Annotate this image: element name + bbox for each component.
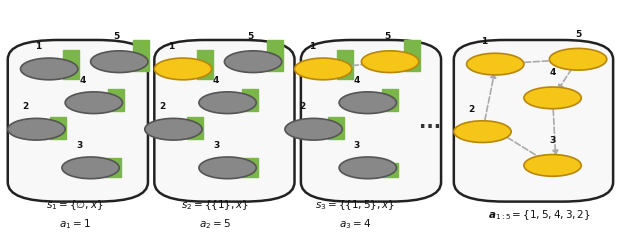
- Circle shape: [8, 118, 65, 140]
- Text: 5: 5: [384, 32, 390, 41]
- FancyBboxPatch shape: [8, 40, 148, 202]
- Text: 1: 1: [481, 37, 487, 46]
- Text: 2: 2: [468, 105, 474, 113]
- Bar: [382, 163, 397, 177]
- Circle shape: [91, 51, 148, 72]
- Bar: [267, 40, 283, 71]
- Circle shape: [199, 157, 256, 179]
- Text: 5: 5: [247, 32, 253, 41]
- Bar: [133, 40, 149, 71]
- Bar: [104, 158, 120, 177]
- Text: 5: 5: [575, 30, 581, 39]
- Text: 3: 3: [550, 136, 556, 145]
- Text: ...: ...: [419, 112, 441, 132]
- Circle shape: [362, 51, 419, 72]
- Text: 3: 3: [353, 141, 360, 150]
- Text: 3: 3: [76, 141, 83, 150]
- Circle shape: [62, 157, 119, 179]
- Bar: [242, 158, 257, 177]
- Circle shape: [339, 157, 396, 179]
- Text: 4: 4: [213, 76, 220, 85]
- Circle shape: [467, 53, 524, 75]
- FancyBboxPatch shape: [454, 40, 613, 202]
- Circle shape: [65, 92, 122, 113]
- Text: 4: 4: [549, 68, 556, 77]
- Circle shape: [454, 121, 511, 142]
- Bar: [242, 90, 257, 111]
- Text: 3: 3: [213, 141, 220, 150]
- Bar: [108, 90, 124, 111]
- Text: 1: 1: [35, 42, 41, 51]
- Circle shape: [225, 51, 282, 72]
- Text: $a_1 = 1$: $a_1 = 1$: [59, 218, 90, 231]
- Text: $\boldsymbol{a}_{1:5} = \{1,5,4,3,2\}$: $\boldsymbol{a}_{1:5} = \{1,5,4,3,2\}$: [488, 208, 591, 222]
- Text: 1: 1: [168, 42, 175, 51]
- Text: $a_3 = 4$: $a_3 = 4$: [339, 218, 371, 231]
- Text: 5: 5: [113, 32, 119, 41]
- Circle shape: [154, 58, 212, 80]
- Bar: [63, 50, 79, 79]
- Circle shape: [20, 58, 78, 80]
- Bar: [188, 117, 204, 139]
- Circle shape: [145, 118, 202, 140]
- FancyBboxPatch shape: [301, 40, 441, 202]
- Text: 4: 4: [353, 76, 360, 85]
- Text: $a_2 = 5$: $a_2 = 5$: [199, 218, 231, 231]
- FancyBboxPatch shape: [154, 40, 294, 202]
- Bar: [328, 117, 344, 139]
- Circle shape: [549, 48, 607, 70]
- Circle shape: [524, 154, 581, 176]
- Bar: [404, 40, 420, 71]
- Text: 2: 2: [22, 102, 28, 111]
- Bar: [382, 90, 397, 111]
- Circle shape: [294, 58, 352, 80]
- Text: $s_1 = \{\emptyset, x\}$: $s_1 = \{\emptyset, x\}$: [46, 198, 104, 212]
- Text: 2: 2: [299, 102, 305, 111]
- Bar: [51, 117, 67, 139]
- Text: 4: 4: [79, 76, 86, 85]
- Text: 2: 2: [159, 102, 165, 111]
- Circle shape: [199, 92, 256, 113]
- Circle shape: [285, 118, 342, 140]
- Bar: [197, 50, 213, 79]
- Circle shape: [339, 92, 396, 113]
- Text: $s_2 = \{\{1\}, x\}$: $s_2 = \{\{1\}, x\}$: [180, 198, 249, 212]
- Text: $s_3 = \{\{1,5\}, x\}$: $s_3 = \{\{1,5\}, x\}$: [315, 198, 395, 212]
- Bar: [337, 50, 353, 79]
- Circle shape: [524, 87, 581, 109]
- Text: 1: 1: [308, 42, 315, 51]
